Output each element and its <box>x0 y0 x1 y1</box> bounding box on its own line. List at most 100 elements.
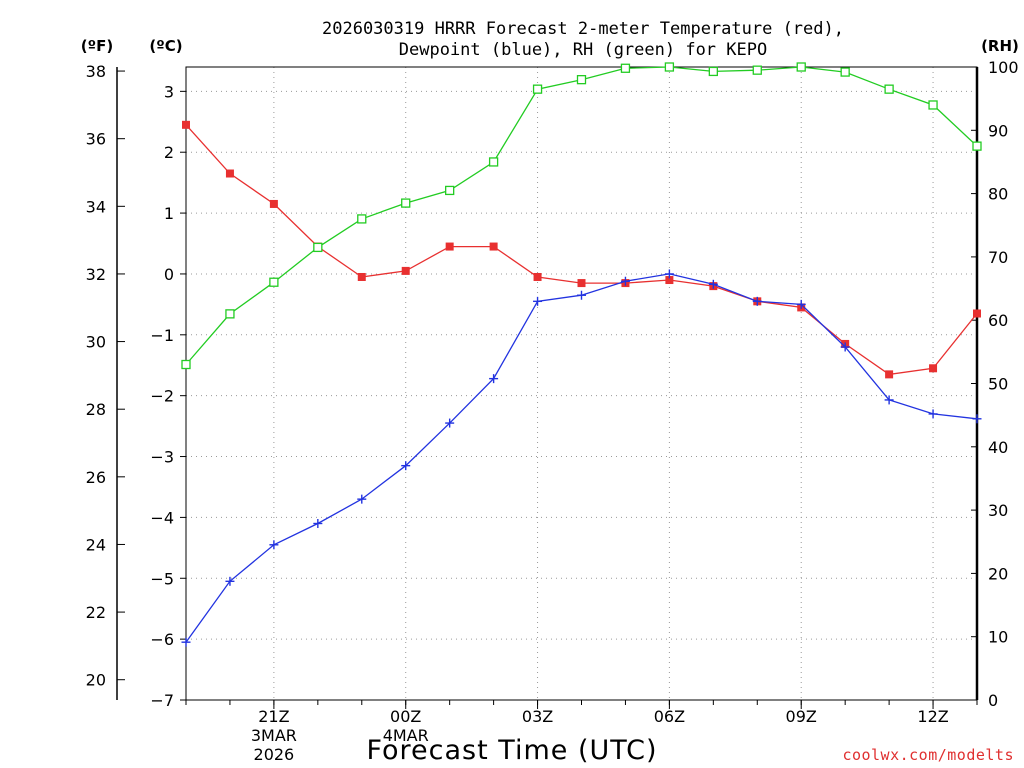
plot-frame <box>185 66 978 701</box>
celsius-tick-label: 2 <box>164 143 174 162</box>
dewpoint-point <box>489 374 499 384</box>
celsius-tick-label: −2 <box>150 387 174 406</box>
fahrenheit-tick-label: 38 <box>86 62 106 81</box>
series-line <box>185 66 978 365</box>
fahrenheit-unit-label: (ºF) <box>81 37 113 55</box>
dewpoint-point <box>620 276 630 286</box>
fahrenheit-tick-label: 22 <box>86 603 106 622</box>
celsius-tick-label: −3 <box>150 448 174 467</box>
x-tick-label: 09Z <box>786 707 817 726</box>
chart-title-line-1: 2026030319 HRRR Forecast 2-meter Tempera… <box>322 19 844 39</box>
x-tick-label: 4MAR <box>383 726 429 745</box>
rh-tick-label: 50 <box>988 375 1008 394</box>
dewpoint-point <box>796 299 806 309</box>
dewpoint-point <box>972 414 982 424</box>
fahrenheit-tick-label: 32 <box>86 265 106 284</box>
temperature-point <box>489 242 498 251</box>
x-tick-label: 03Z <box>522 707 553 726</box>
rh-point <box>357 214 367 224</box>
temperature-point <box>269 199 278 208</box>
temperature-point <box>577 279 586 288</box>
celsius-tick-label: 1 <box>164 204 174 223</box>
rh-tick-label: 70 <box>988 248 1008 267</box>
celsius-tick-label: 0 <box>164 265 174 284</box>
dewpoint-point <box>269 540 279 550</box>
temperature-point <box>533 272 542 281</box>
rh-tick-label: 100 <box>988 58 1019 77</box>
fahrenheit-tick-label: 30 <box>86 333 106 352</box>
temperature-point <box>182 120 190 129</box>
dewpoint-point <box>708 279 718 289</box>
x-tick-label: 12Z <box>917 707 948 726</box>
rh-point <box>708 66 718 77</box>
rh-tick-label: 30 <box>988 501 1008 520</box>
rh-tick-label: 80 <box>988 185 1008 204</box>
temperature-point <box>401 266 410 275</box>
rh-point <box>884 84 894 94</box>
x-axis-title: Forecast Time (UTC) <box>366 735 657 766</box>
dewpoint-point <box>928 409 938 419</box>
dewpoint-point <box>840 342 850 352</box>
dewpoint-point <box>445 418 455 428</box>
temperature-point <box>357 272 366 281</box>
rh-point <box>928 100 938 110</box>
fahrenheit-tick-label: 34 <box>86 197 106 216</box>
dewpoint-point <box>313 518 323 528</box>
celsius-unit-label: (ºC) <box>149 37 182 55</box>
rh-tick-label: 40 <box>988 438 1008 457</box>
axis-ticks: −7 −6 −5 −4 −3 −2 −1 0 1 2 3 20 22 24 26 28 30 32 34 36 38 0 1… <box>86 58 1019 764</box>
series-line <box>185 124 978 376</box>
rh-point <box>269 277 279 287</box>
fahrenheit-tick-label: 36 <box>86 130 106 149</box>
fahrenheit-tick-label: 24 <box>86 535 106 554</box>
temperature-point <box>885 370 894 379</box>
source-credit: coolwx.com/modelts <box>842 746 1014 764</box>
dewpoint-point <box>533 296 543 306</box>
rh-point <box>972 141 982 151</box>
temperature-point <box>665 276 674 285</box>
rh-point <box>488 157 499 167</box>
rh-point <box>532 84 543 94</box>
dewpoint-point <box>752 296 762 306</box>
celsius-tick-label: −4 <box>150 508 174 527</box>
fahrenheit-tick-label: 26 <box>86 468 106 487</box>
rh-point <box>181 359 191 370</box>
dewpoint-point <box>884 395 894 405</box>
celsius-tick-label: 3 <box>164 82 174 101</box>
temperature-point <box>929 364 938 373</box>
rh-point <box>576 75 587 85</box>
data-series <box>181 62 982 647</box>
x-tick-label: 2026 <box>254 745 295 764</box>
chart-title-line-2: Dewpoint (blue), RH (green) for KEPO <box>399 40 767 60</box>
dewpoint-point <box>577 290 586 300</box>
rh-tick-label: 0 <box>988 691 998 710</box>
x-tick-label: 06Z <box>654 707 685 726</box>
rh-point <box>225 309 235 319</box>
rh-tick-label: 90 <box>988 121 1008 140</box>
x-tick-label: 21Z <box>258 707 289 726</box>
x-tick-label: 3MAR <box>251 726 297 745</box>
dewpoint-point <box>225 576 235 586</box>
rh-point <box>752 65 762 75</box>
rh-point <box>313 242 323 253</box>
series-line <box>185 273 978 643</box>
rh-point <box>620 63 631 73</box>
temperature-point <box>225 169 234 178</box>
rh-tick-label: 10 <box>988 628 1008 647</box>
dewpoint-point <box>181 637 191 647</box>
rh-point <box>796 62 806 72</box>
celsius-tick-label: −7 <box>150 691 174 710</box>
temperature-point <box>973 309 981 318</box>
dewpoint-point <box>664 269 674 279</box>
rh-tick-label: 60 <box>988 311 1008 330</box>
rh-point <box>840 67 850 77</box>
celsius-tick-label: −5 <box>150 569 174 588</box>
grid-lines <box>186 67 977 700</box>
rh-point <box>401 198 411 208</box>
rh-unit-label: (RH) <box>981 37 1019 55</box>
temperature-point <box>445 242 454 251</box>
rh-point <box>445 185 455 196</box>
title-block: 2026030319 HRRR Forecast 2-meter Tempera… <box>322 19 844 60</box>
fahrenheit-tick-label: 28 <box>86 400 106 419</box>
